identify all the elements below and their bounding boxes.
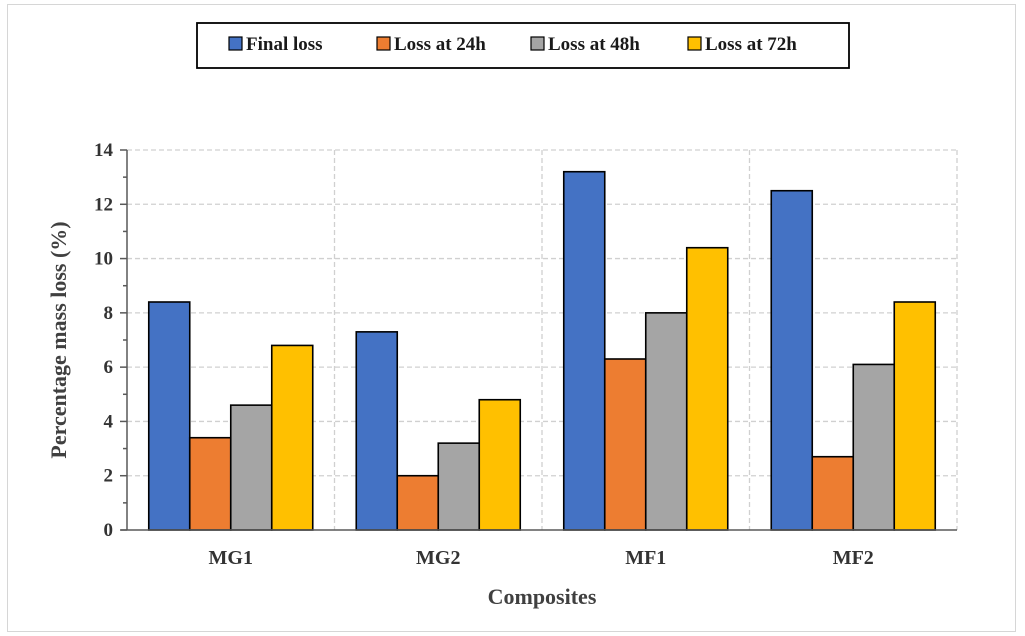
y-tick-labels: 0 2 4 6 8 10 12 14 — [94, 140, 114, 541]
legend: Final loss Loss at 24h Loss at 48h Loss at … — [196, 22, 850, 69]
x-category-labels: MG1 MG2 MF1 MF2 — [209, 547, 874, 569]
y-tick-label: 14 — [94, 140, 114, 161]
legend-swatch — [530, 36, 545, 51]
bar-mg1-final-loss — [147, 301, 191, 531]
bar-mf2-final-loss — [770, 189, 814, 531]
y-tick-label: 10 — [94, 249, 113, 270]
bars — [147, 170, 937, 531]
bar-mg2-loss-at-24h — [396, 474, 440, 531]
bar-mf2-loss-at-72h — [893, 301, 937, 531]
bar-mg2-loss-at-48h — [437, 442, 481, 531]
y-tick-label: 12 — [94, 194, 113, 215]
y-tick-label: 2 — [104, 466, 114, 487]
legend-box — [196, 22, 850, 69]
bar-mf1-loss-at-24h — [603, 358, 647, 531]
legend-label: Final loss — [246, 34, 323, 55]
bar-mf2-loss-at-24h — [811, 455, 855, 531]
y-tick-label: 4 — [104, 411, 114, 432]
legend-label: Loss at 24h — [394, 34, 486, 55]
x-category-label: MF2 — [833, 547, 874, 569]
bar-mf1-loss-at-48h — [644, 312, 688, 531]
legend-swatch — [376, 36, 391, 51]
legend-label: Loss at 72h — [705, 34, 797, 55]
bar-mg1-loss-at-72h — [270, 344, 314, 531]
x-category-label: MG2 — [416, 547, 460, 569]
x-category-label: MG1 — [209, 547, 253, 569]
bar-mg1-loss-at-24h — [188, 436, 232, 531]
y-tick-label: 8 — [104, 303, 114, 324]
bar-mf1-loss-at-72h — [685, 246, 729, 531]
y-tick-label: 0 — [104, 520, 114, 541]
y-axis-title: Percentage mass loss (%) — [46, 221, 71, 458]
legend-label: Loss at 48h — [548, 34, 640, 55]
bar-mf2-loss-at-48h — [852, 363, 896, 531]
bar-mf1-final-loss — [562, 170, 606, 531]
x-category-label: MF1 — [625, 547, 666, 569]
x-axis-title: Composites — [488, 584, 597, 609]
axes — [120, 149, 957, 531]
bar-mg2-loss-at-72h — [478, 398, 522, 531]
bar-mg2-final-loss — [355, 331, 399, 531]
legend-swatch — [228, 36, 243, 51]
y-tick-label: 6 — [104, 357, 114, 378]
bar-mg1-loss-at-48h — [229, 404, 273, 531]
legend-swatch — [687, 36, 702, 51]
